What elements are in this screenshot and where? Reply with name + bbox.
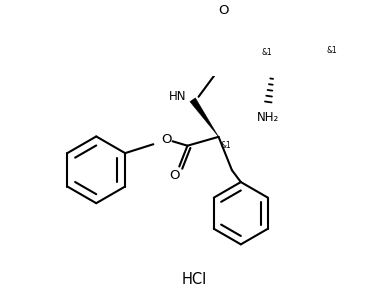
Text: HCl: HCl (182, 272, 207, 287)
Polygon shape (190, 98, 219, 137)
Text: &1: &1 (221, 141, 231, 150)
Text: O: O (219, 4, 229, 17)
Text: NH₂: NH₂ (257, 111, 279, 124)
Text: O: O (161, 133, 172, 146)
Text: HN: HN (169, 89, 187, 103)
Text: &1: &1 (262, 48, 273, 57)
Polygon shape (313, 20, 325, 60)
Text: O: O (169, 169, 179, 182)
Text: &1: &1 (327, 46, 338, 55)
